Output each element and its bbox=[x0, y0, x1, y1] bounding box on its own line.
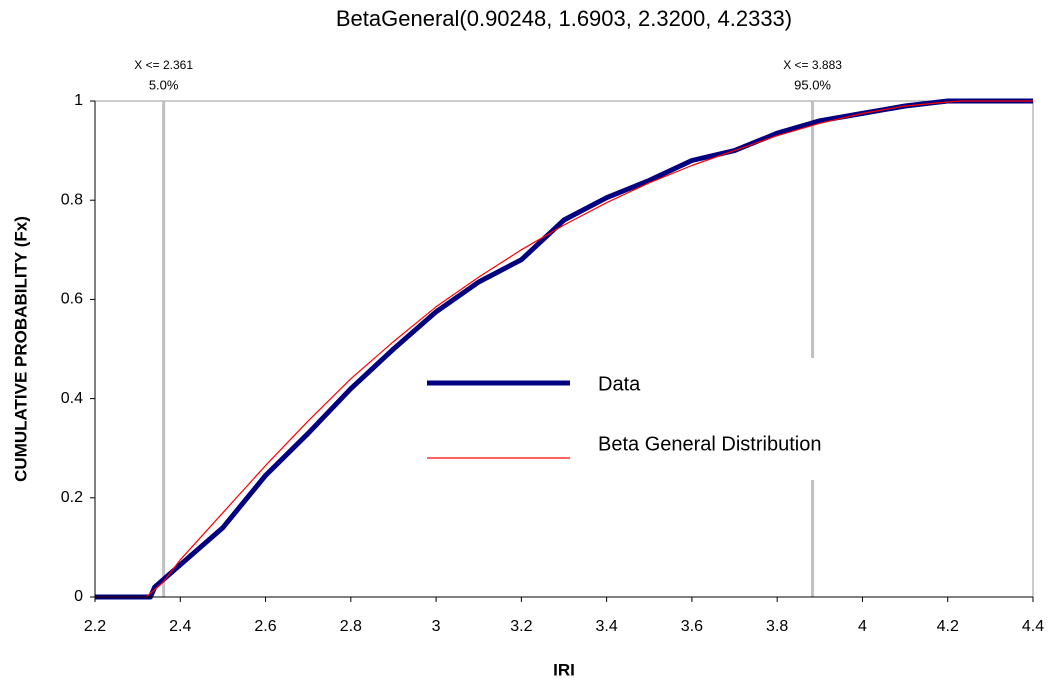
y-tick-label: 0.2 bbox=[61, 489, 83, 506]
x-tick-label: 2.6 bbox=[254, 618, 276, 635]
y-tick-label: 0.6 bbox=[61, 291, 83, 308]
percentile-value: 5.0% bbox=[149, 77, 179, 92]
x-axis-label: IRI bbox=[553, 660, 575, 679]
x-tick-label: 4.2 bbox=[937, 618, 959, 635]
x-tick-label: 2.4 bbox=[169, 618, 191, 635]
percentile-label: X <= 2.361 bbox=[134, 58, 193, 72]
y-tick-label: 0.4 bbox=[61, 390, 83, 407]
x-tick-label: 2.2 bbox=[84, 618, 106, 635]
legend-label: Data bbox=[598, 373, 641, 395]
x-tick-label: 3.6 bbox=[681, 618, 703, 635]
legend-box bbox=[415, 358, 905, 480]
legend-label: Beta General Distribution bbox=[598, 433, 821, 455]
x-tick-label: 3.8 bbox=[766, 618, 788, 635]
y-axis-label: CUMULATIVE PROBABILITY (Fx) bbox=[11, 216, 30, 482]
y-tick-label: 1 bbox=[74, 92, 83, 109]
chart-title: BetaGeneral(0.90248, 1.6903, 2.3200, 4.2… bbox=[336, 6, 792, 31]
x-tick-label: 2.8 bbox=[340, 618, 362, 635]
x-tick-label: 3.4 bbox=[596, 618, 618, 635]
series-line bbox=[95, 100, 1033, 598]
x-tick-label: 3.2 bbox=[510, 618, 532, 635]
x-tick-label: 4.4 bbox=[1022, 618, 1044, 635]
x-tick-label: 4 bbox=[858, 618, 867, 635]
series-line bbox=[95, 98, 1033, 600]
y-tick-label: 0 bbox=[74, 588, 83, 605]
percentile-label: X <= 3.883 bbox=[783, 58, 842, 72]
percentile-value: 95.0% bbox=[794, 77, 831, 92]
x-tick-label: 3 bbox=[432, 618, 441, 635]
y-tick-label: 0.8 bbox=[61, 191, 83, 208]
